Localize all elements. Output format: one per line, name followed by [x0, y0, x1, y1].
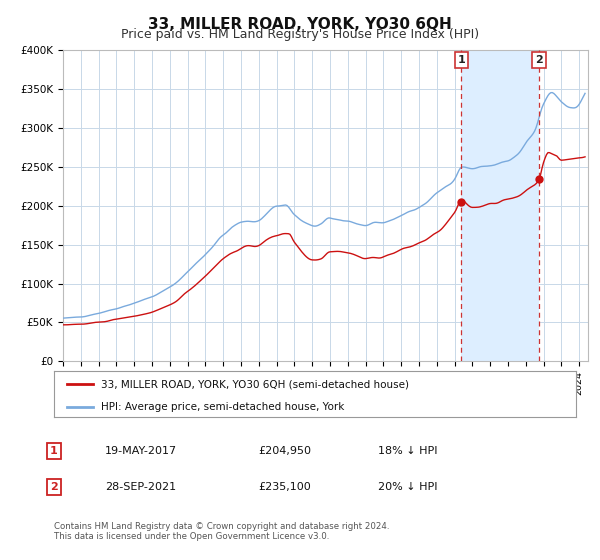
Text: 19-MAY-2017: 19-MAY-2017	[105, 446, 177, 456]
Text: This data is licensed under the Open Government Licence v3.0.: This data is licensed under the Open Gov…	[54, 532, 329, 541]
Text: 20% ↓ HPI: 20% ↓ HPI	[378, 482, 437, 492]
Text: 1: 1	[457, 55, 465, 65]
Text: 2: 2	[50, 482, 58, 492]
Text: £235,100: £235,100	[258, 482, 311, 492]
Text: £204,950: £204,950	[258, 446, 311, 456]
Text: 18% ↓ HPI: 18% ↓ HPI	[378, 446, 437, 456]
Bar	[461, 50, 539, 361]
Text: 2: 2	[535, 55, 543, 65]
Text: 33, MILLER ROAD, YORK, YO30 6QH (semi-detached house): 33, MILLER ROAD, YORK, YO30 6QH (semi-de…	[101, 379, 409, 389]
Text: Price paid vs. HM Land Registry's House Price Index (HPI): Price paid vs. HM Land Registry's House …	[121, 28, 479, 41]
Text: 33, MILLER ROAD, YORK, YO30 6QH: 33, MILLER ROAD, YORK, YO30 6QH	[148, 17, 452, 32]
Text: 28-SEP-2021: 28-SEP-2021	[105, 482, 176, 492]
Text: HPI: Average price, semi-detached house, York: HPI: Average price, semi-detached house,…	[101, 402, 344, 412]
Text: 1: 1	[50, 446, 58, 456]
Text: Contains HM Land Registry data © Crown copyright and database right 2024.: Contains HM Land Registry data © Crown c…	[54, 522, 389, 531]
